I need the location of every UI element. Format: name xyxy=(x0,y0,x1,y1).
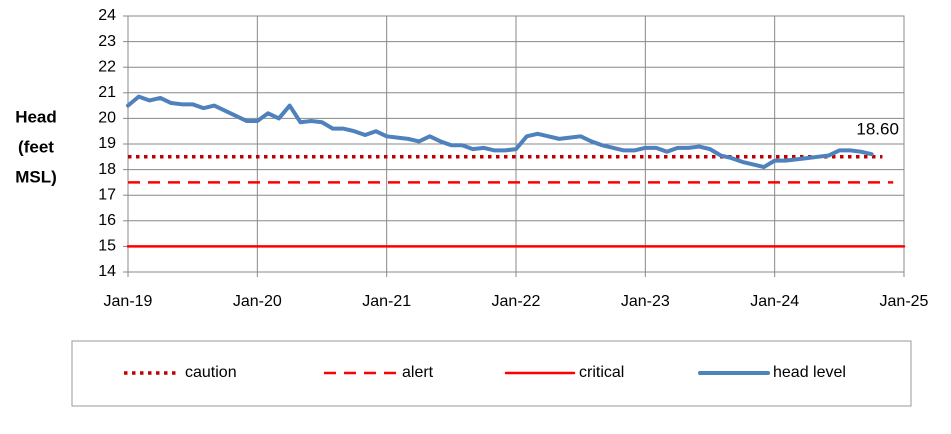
x-tick-label: Jan-23 xyxy=(621,293,670,310)
y-tick-label: 23 xyxy=(98,33,116,50)
y-tick-label: 21 xyxy=(98,84,116,101)
data-label: 18.60 xyxy=(856,120,899,139)
y-axis-label: Head xyxy=(15,107,57,126)
y-axis-label: MSL) xyxy=(15,167,57,186)
x-tick-label: Jan-21 xyxy=(362,293,411,310)
x-tick-label: Jan-19 xyxy=(104,293,153,310)
series-line xyxy=(126,94,874,170)
legend-label: caution xyxy=(185,364,237,381)
y-tick-label: 19 xyxy=(98,135,116,152)
legend-box xyxy=(71,340,912,407)
legend-label: critical xyxy=(579,364,624,381)
plot-border xyxy=(127,15,905,273)
y-tick-label: 14 xyxy=(98,263,116,280)
legend-label: alert xyxy=(402,364,434,381)
y-tick-label: 17 xyxy=(98,186,116,203)
x-tick-label: Jan-24 xyxy=(750,293,799,310)
y-tick-label: 18 xyxy=(98,161,116,178)
x-tick-label: Jan-25 xyxy=(880,293,929,310)
y-axis-label: (feet xyxy=(18,137,54,156)
x-tick-label: Jan-20 xyxy=(233,293,282,310)
x-tick-label: Jan-22 xyxy=(492,293,541,310)
legend-label: head level xyxy=(773,364,846,381)
y-tick-label: 20 xyxy=(98,110,116,127)
y-tick-label: 16 xyxy=(98,212,116,229)
y-tick-label: 22 xyxy=(98,58,116,75)
y-tick-label: 15 xyxy=(98,238,116,255)
y-tick-label: 24 xyxy=(98,7,116,24)
